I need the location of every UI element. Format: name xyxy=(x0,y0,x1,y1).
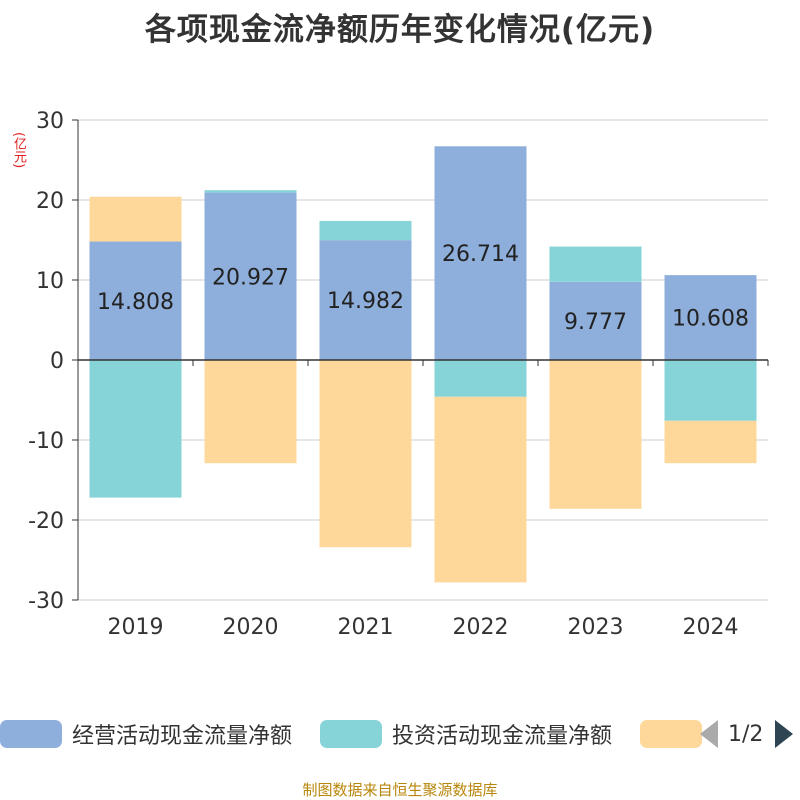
y-tick-label: 20 xyxy=(36,189,64,214)
legend-swatch xyxy=(640,720,702,748)
source-note: 制图数据来自恒生聚源数据库 xyxy=(302,781,498,799)
x-tick-label: 2023 xyxy=(568,615,624,640)
legend-pager: 1/2 xyxy=(700,716,794,752)
legend-item-operating[interactable]: 经营活动现金流量净额 xyxy=(0,716,292,752)
y-tick-label: 30 xyxy=(36,109,64,134)
y-tick-label: -10 xyxy=(28,429,64,454)
bar-3-2019 xyxy=(89,196,182,242)
bar-3-2020 xyxy=(204,360,297,464)
bar-3-2022 xyxy=(434,396,527,583)
bar-1-2024 xyxy=(664,275,757,360)
x-tick-label: 2024 xyxy=(683,615,739,640)
x-tick-label: 2019 xyxy=(108,615,164,640)
bar-1-2021 xyxy=(319,240,412,360)
y-axis-unit: (亿元) xyxy=(11,131,26,169)
bar-3-2021 xyxy=(319,360,412,548)
bar-1-2019 xyxy=(89,241,182,360)
legend-swatch xyxy=(0,720,62,748)
y-tick-label: 10 xyxy=(36,269,64,294)
bar-3-2024 xyxy=(664,420,757,464)
legend-item-investing[interactable]: 投资活动现金流量净额 xyxy=(320,716,612,752)
x-tick-label: 2022 xyxy=(453,615,509,640)
bar-2-2024 xyxy=(664,360,757,421)
legend-item-third-series[interactable] xyxy=(640,716,712,752)
prev-page-icon[interactable] xyxy=(700,720,718,748)
y-tick-label: 0 xyxy=(50,349,64,374)
data-label: 9.777 xyxy=(564,310,627,335)
bar-2-2020 xyxy=(204,190,297,193)
y-tick-label: -20 xyxy=(28,509,64,534)
legend-swatch xyxy=(320,720,382,748)
legend-label: 经营活动现金流量净额 xyxy=(72,724,293,749)
legend-page-indicator: 1/2 xyxy=(728,721,764,747)
bar-1-2023 xyxy=(549,281,642,360)
y-tick-label: -30 xyxy=(28,589,64,614)
x-tick-label: 2021 xyxy=(338,615,394,640)
bar-1-2020 xyxy=(204,192,297,360)
data-label: 10.608 xyxy=(672,307,749,332)
cash-flow-chart: 30 20 10 0 -10 -20 -30 14.808 20.927 14.982 26.714… xyxy=(28,109,769,640)
data-label: 14.808 xyxy=(97,290,174,315)
chart-title: 各项现金流净额历年变化情况(亿元) xyxy=(144,12,656,48)
bar-2-2019 xyxy=(89,360,182,498)
bar-2-2022 xyxy=(434,360,527,397)
legend: 经营活动现金流量净额 投资活动现金流量净额 1/2 xyxy=(0,716,800,752)
data-label: 20.927 xyxy=(212,265,289,290)
x-tick-label: 2020 xyxy=(223,615,279,640)
data-label: 26.714 xyxy=(442,242,519,267)
bar-3-2023 xyxy=(549,360,642,509)
bar-2-2021 xyxy=(319,220,412,241)
legend-label: 投资活动现金流量净额 xyxy=(392,724,613,749)
bar-1-2022 xyxy=(434,146,527,360)
data-label: 14.982 xyxy=(327,289,404,314)
bar-2-2023 xyxy=(549,246,642,282)
next-page-icon[interactable] xyxy=(775,720,794,748)
